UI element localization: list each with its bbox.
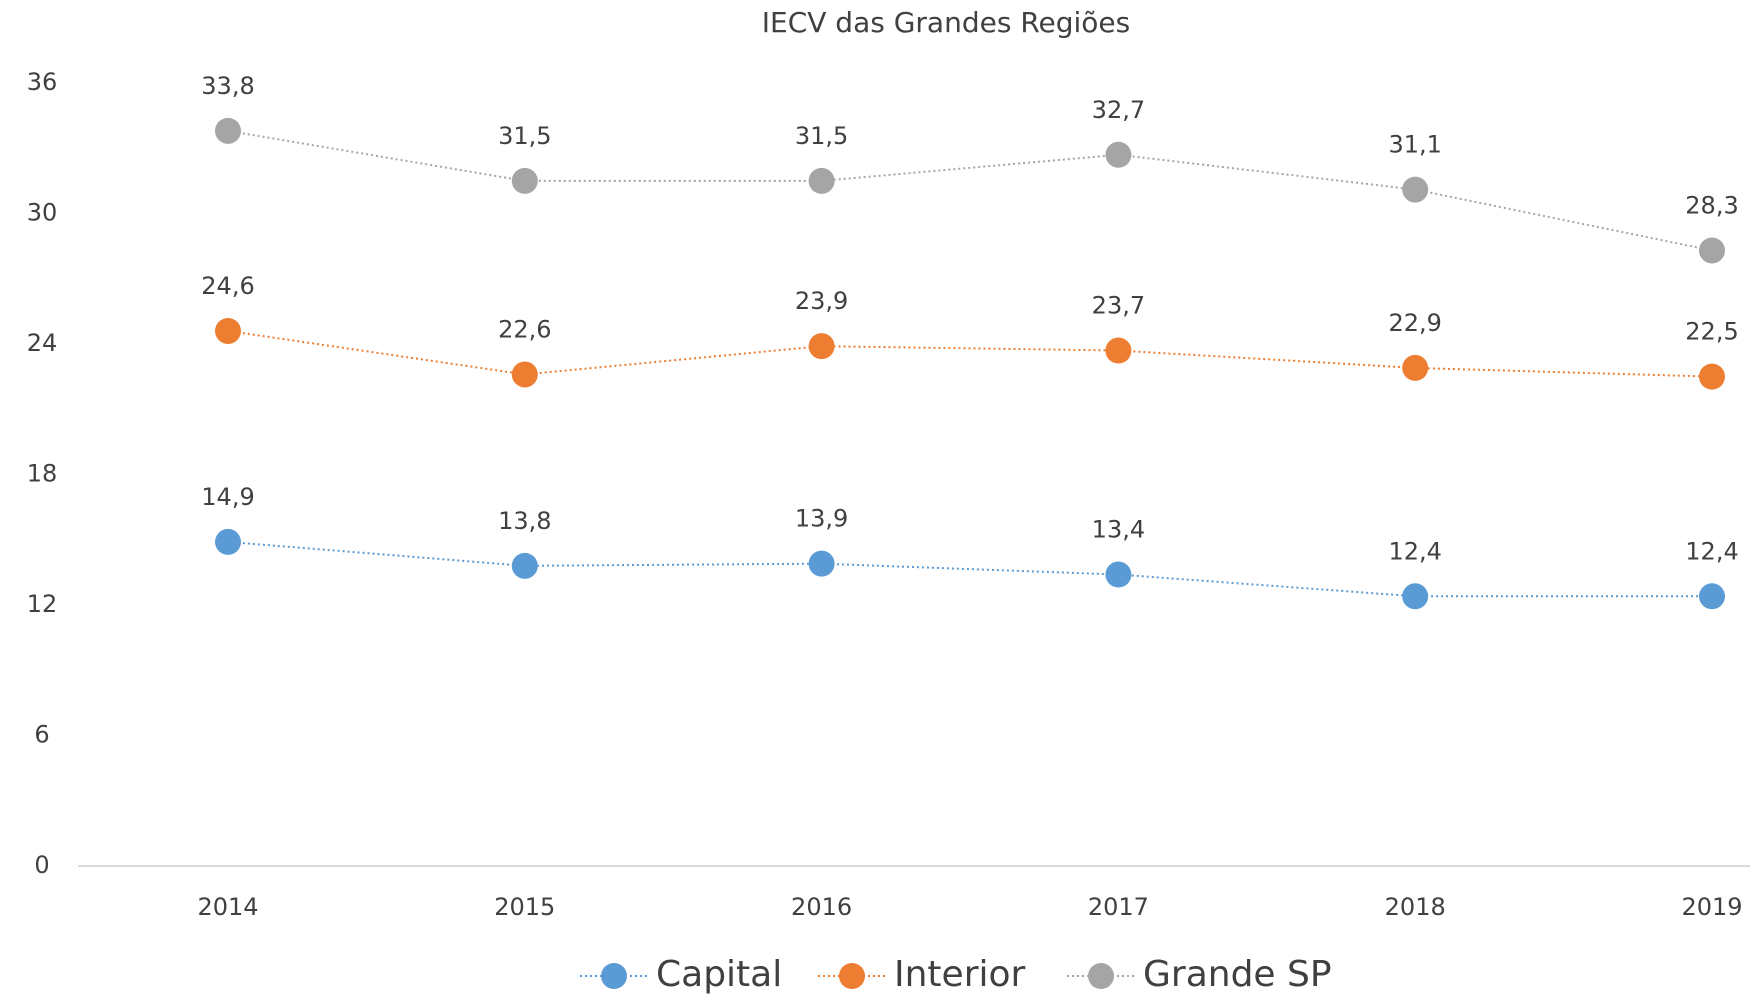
data-point [1105, 337, 1132, 364]
data-point [808, 333, 835, 360]
data-point [1105, 141, 1132, 168]
series-line [227, 129, 1713, 252]
data-point [808, 167, 835, 194]
data-point [511, 361, 538, 388]
data-point [1105, 561, 1132, 588]
data-label: 22,5 [1685, 318, 1738, 346]
data-point [808, 550, 835, 577]
x-tick-label: 2019 [1681, 893, 1742, 921]
data-label: 31,1 [1388, 131, 1441, 159]
legend-marker [839, 963, 865, 989]
data-label: 33,8 [201, 72, 254, 100]
data-point [215, 117, 241, 144]
x-tick-label: 2017 [1088, 893, 1149, 921]
legend-label: Capital [656, 954, 782, 995]
y-tick-label: 36 [27, 68, 58, 96]
data-point [215, 317, 241, 344]
data-point [1699, 237, 1725, 264]
data-label: 28,3 [1685, 191, 1738, 219]
series-line [227, 540, 1712, 598]
chart-title: IECV das Grandes Regiões [762, 6, 1131, 39]
x-tick-label: 2015 [494, 893, 555, 921]
data-label: 24,6 [201, 272, 254, 300]
data-point [511, 167, 538, 194]
x-tick-label: 2014 [197, 893, 258, 921]
y-tick-label: 12 [27, 590, 58, 618]
data-label: 13,9 [795, 505, 848, 533]
data-label: 12,4 [1685, 537, 1738, 565]
data-label: 31,5 [498, 122, 551, 150]
data-point [1402, 583, 1429, 610]
data-label: 22,9 [1388, 309, 1441, 337]
data-label: 31,5 [795, 122, 848, 150]
y-tick-label: 6 [34, 721, 49, 749]
data-label: 13,8 [498, 507, 551, 535]
data-label: 22,6 [498, 315, 551, 343]
x-tick-label: 2016 [791, 893, 852, 921]
data-point [1402, 176, 1429, 203]
y-tick-label: 0 [34, 851, 49, 879]
data-label: 13,4 [1092, 516, 1145, 544]
y-tick-label: 24 [27, 329, 58, 357]
legend-label: Grande SP [1143, 954, 1332, 995]
data-label: 32,7 [1092, 96, 1145, 124]
data-label: 12,4 [1388, 537, 1441, 565]
data-point [511, 552, 538, 579]
data-label: 23,7 [1092, 292, 1145, 320]
data-point [1699, 363, 1725, 390]
legend-marker [1088, 963, 1114, 989]
data-point [215, 528, 241, 555]
y-tick-label: 30 [27, 199, 58, 227]
legend-marker [601, 963, 627, 989]
data-point [1402, 354, 1429, 381]
data-label: 23,9 [795, 287, 848, 315]
x-tick-label: 2018 [1385, 893, 1446, 921]
y-tick-label: 18 [27, 460, 58, 488]
series-line [227, 329, 1713, 378]
legend-label: Interior [894, 954, 1026, 995]
data-label: 14,9 [201, 483, 254, 511]
data-point [1699, 583, 1725, 610]
